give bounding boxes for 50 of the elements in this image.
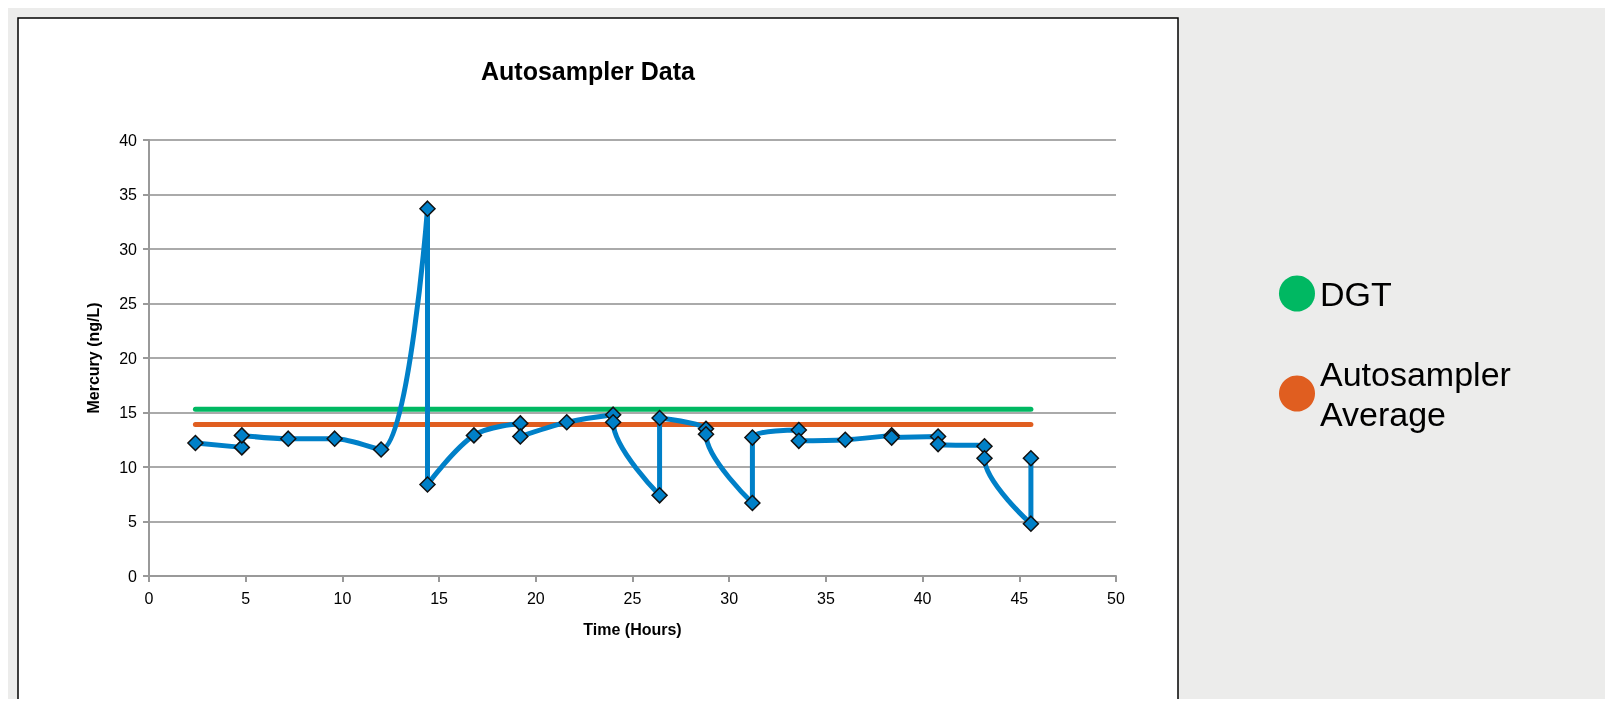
point bbox=[929, 435, 947, 453]
point bbox=[976, 438, 993, 455]
y-axis-title: Mercury (ng/L) bbox=[84, 302, 102, 414]
x-tick-label: 35 bbox=[817, 589, 835, 607]
point bbox=[836, 431, 854, 448]
point bbox=[697, 426, 715, 443]
y-tick-label: 30 bbox=[119, 240, 138, 258]
x-tick-label: 45 bbox=[1010, 589, 1029, 607]
x-axis-title: Time (Hours) bbox=[583, 620, 682, 638]
point bbox=[233, 427, 251, 444]
point bbox=[419, 476, 436, 493]
point bbox=[1022, 450, 1040, 467]
x-tick-label: 25 bbox=[623, 589, 642, 607]
point bbox=[512, 428, 529, 445]
point bbox=[651, 487, 668, 504]
point bbox=[558, 414, 575, 431]
x-tick-label: 40 bbox=[913, 589, 932, 607]
x-tick-label: 15 bbox=[430, 589, 449, 607]
y-tick-label: 25 bbox=[119, 295, 138, 312]
x-tick-label: 10 bbox=[333, 589, 352, 607]
y-tick-label: 35 bbox=[119, 186, 138, 203]
x-tick-label: 20 bbox=[526, 589, 545, 607]
y-tick-label: 40 bbox=[119, 131, 138, 149]
y-tick-label: 20 bbox=[119, 349, 138, 367]
point bbox=[280, 430, 297, 447]
y-tick-label: 5 bbox=[128, 513, 138, 530]
point bbox=[512, 415, 529, 432]
point bbox=[372, 441, 390, 458]
point bbox=[326, 430, 343, 447]
y-tick-label: 10 bbox=[119, 458, 138, 476]
chart-title: Autosampler Data bbox=[481, 56, 697, 85]
point bbox=[744, 494, 761, 512]
point bbox=[1022, 515, 1040, 532]
legend-label: DGT bbox=[1320, 274, 1392, 313]
point bbox=[744, 429, 761, 446]
x-tick-label: 5 bbox=[241, 589, 251, 607]
point bbox=[976, 450, 993, 467]
legend-label: Autosampler Average bbox=[1320, 354, 1521, 433]
point bbox=[604, 414, 622, 431]
point bbox=[233, 439, 251, 456]
x-tick-label: 50 bbox=[1107, 589, 1125, 607]
y-tick-label: 0 bbox=[128, 567, 138, 585]
x-tick-label: 0 bbox=[144, 589, 154, 607]
point bbox=[187, 434, 204, 452]
x-tick-label: 30 bbox=[720, 589, 739, 607]
point bbox=[651, 409, 668, 427]
point bbox=[419, 200, 436, 217]
point bbox=[465, 427, 483, 444]
point bbox=[790, 432, 808, 450]
y-tick-label: 15 bbox=[119, 404, 138, 421]
